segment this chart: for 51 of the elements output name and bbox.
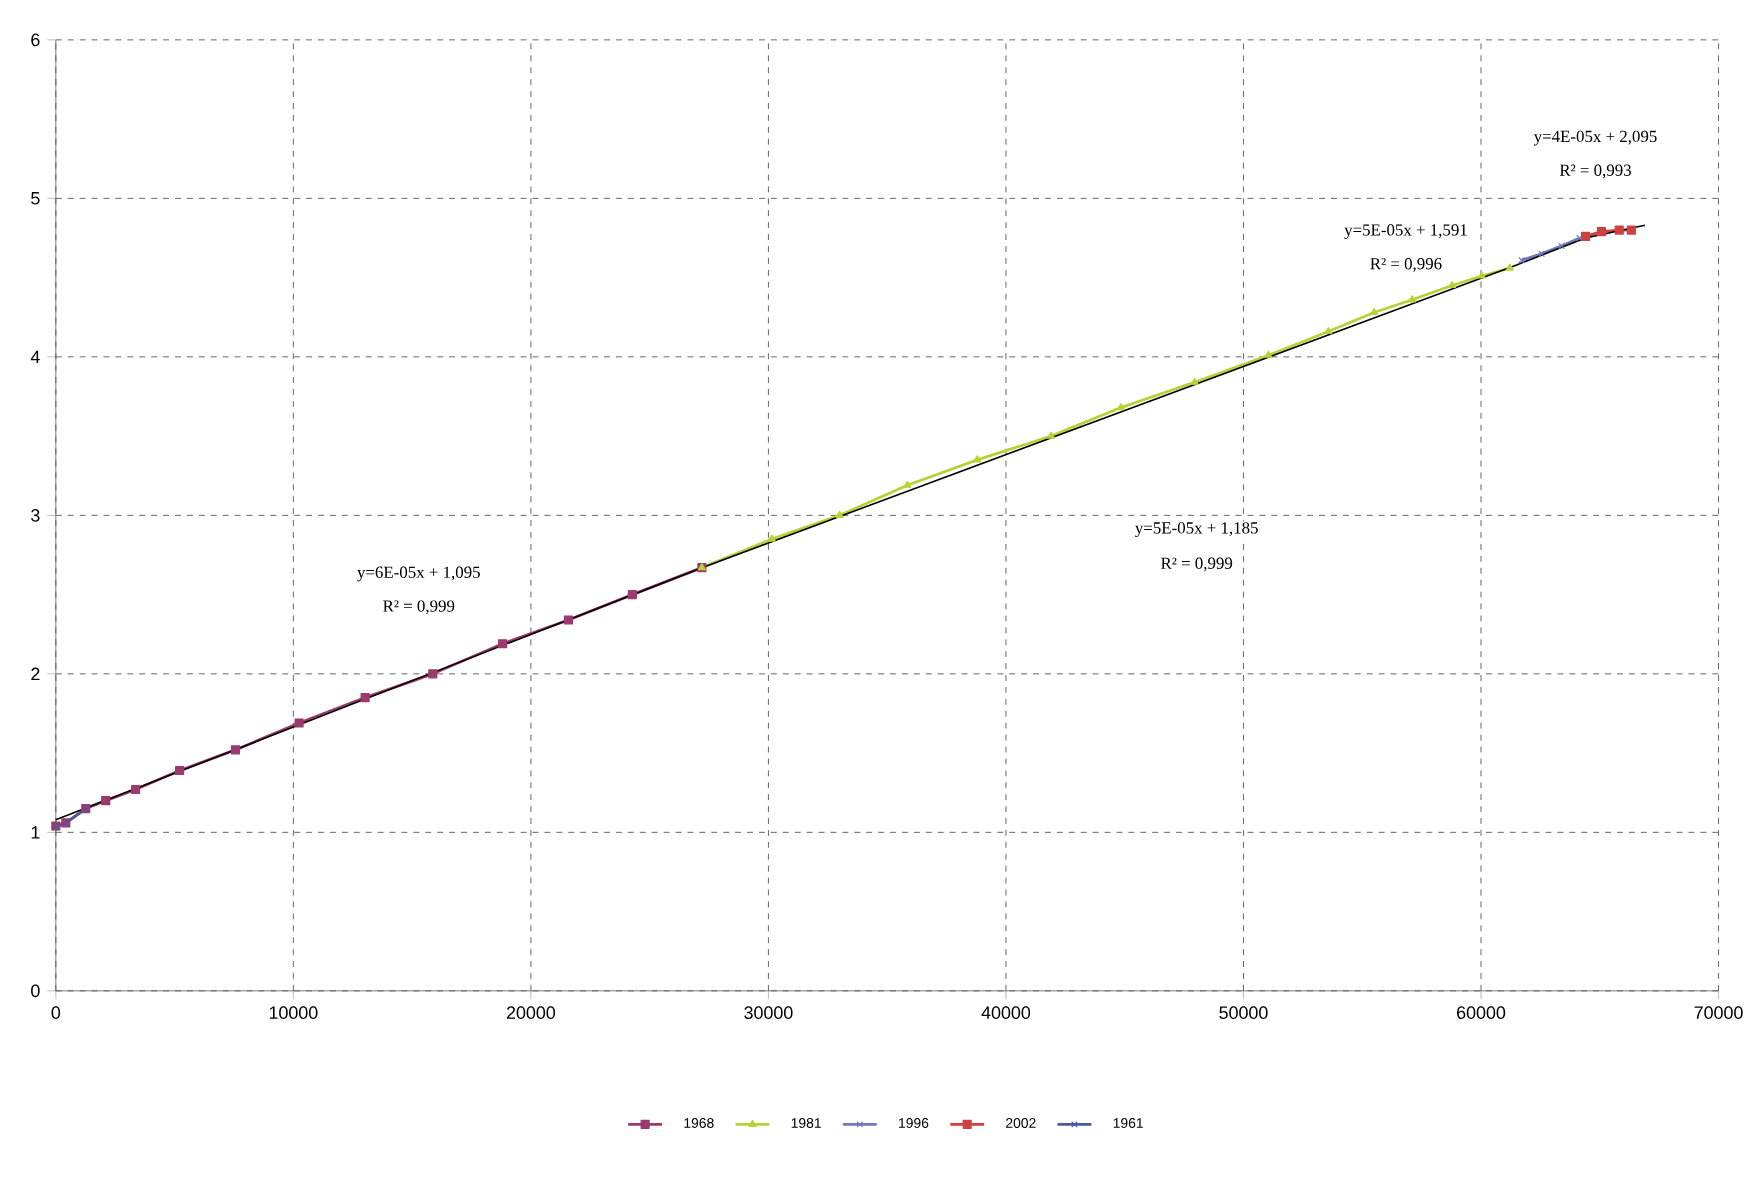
point [1477,271,1486,279]
annotation: R² = 0,999 [383,600,455,615]
x-tick-label: 70000 [1694,1006,1743,1019]
point [563,615,573,625]
y-tick-label: 4 [30,350,40,363]
point [835,510,844,518]
x-tick-label: 30000 [744,1006,793,1019]
annotation: R² = 0,996 [1370,257,1442,272]
annotation: y=4E-05x + 2,095 [1533,130,1657,146]
point [1505,263,1514,271]
point [973,455,982,463]
point [1190,377,1199,385]
point [767,534,776,542]
point [1596,226,1607,237]
point [1264,350,1273,358]
annotation: y=5E-05x + 1,591 [1344,224,1467,239]
point [1324,326,1333,334]
point [1626,225,1636,235]
point [903,480,912,488]
point [428,669,438,679]
x-tick-label: 20000 [506,1006,556,1019]
y-tick-label: 2 [31,667,40,680]
point [1558,242,1565,250]
point [230,745,240,755]
point [498,639,508,649]
y-tick-label: 0 [31,984,40,998]
annotation: R² = 0,999 [1161,557,1233,572]
point [1408,295,1417,303]
y-tick-label: 3 [31,508,40,522]
annotation: y=5E-05x + 1,185 [1135,522,1258,537]
point [175,765,185,776]
annotation: R² = 0,993 [1559,164,1631,179]
point [1538,250,1545,258]
y-tick-label: 6 [31,33,40,47]
y-tick-label: 1 [31,826,40,839]
annotation: y=6E-05x + 1,095 [357,566,480,582]
x-tick-label: 0 [51,1006,61,1019]
point [1370,307,1379,315]
point [101,795,111,806]
point [360,692,370,703]
y-tick-label: 5 [31,192,40,205]
point [131,784,141,795]
point [1047,431,1056,439]
x-tick-label: 40000 [981,1006,1031,1019]
point [294,718,304,728]
x-tick-label: 50000 [1219,1006,1268,1019]
x-tick-label: 60000 [1457,1006,1506,1019]
point [627,589,637,600]
x-tick-label: 10000 [269,1006,318,1019]
point [1116,402,1125,411]
point [1614,225,1624,235]
